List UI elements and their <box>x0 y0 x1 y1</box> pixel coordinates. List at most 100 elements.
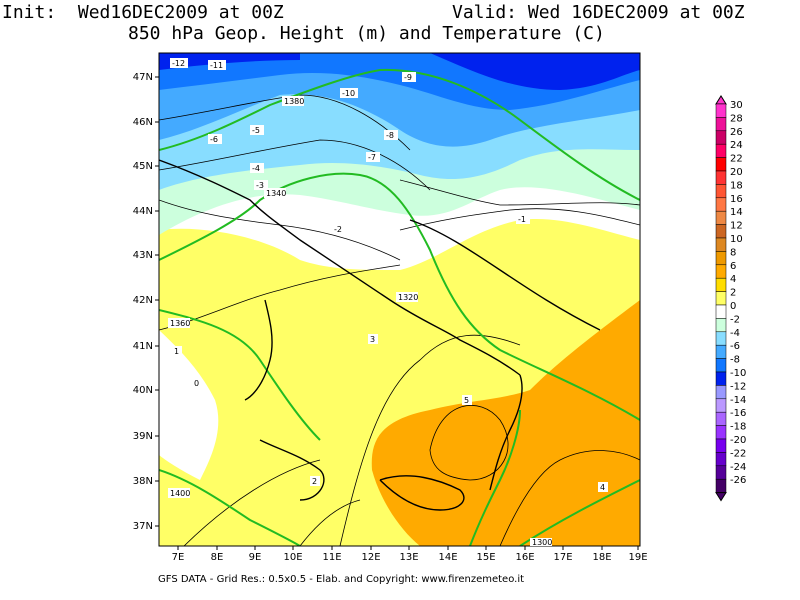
temp-label: -3 <box>254 180 268 190</box>
legend-value-label: 22 <box>730 154 743 165</box>
svg-text:-8: -8 <box>386 131 394 140</box>
coastlines <box>159 159 601 511</box>
temp-label: -2 <box>332 224 342 234</box>
legend-value-label: -20 <box>730 435 746 446</box>
temperature-legend: 302826242220181614121086420-2-4-6-8-10-1… <box>715 95 746 502</box>
legend-swatch <box>715 170 727 185</box>
cold-zone-darkest <box>159 53 640 90</box>
temp-label: -4 <box>250 163 264 173</box>
legend-value-label: 6 <box>730 261 736 272</box>
valid-time-label: Valid: Wed 16DEC2009 at 00Z <box>452 2 745 23</box>
legend-swatch <box>715 277 727 292</box>
legend-value-label: 0 <box>730 301 736 312</box>
lat-label: 45N <box>133 161 153 172</box>
svg-text:1360: 1360 <box>170 319 190 328</box>
svg-text:1320: 1320 <box>398 293 418 302</box>
temp-label: -7 <box>366 152 380 162</box>
lat-ticks <box>155 76 159 527</box>
svg-text:1380: 1380 <box>284 97 304 106</box>
legend-swatch <box>715 237 727 252</box>
lon-label: 12E <box>361 552 380 563</box>
temp-label: 1 <box>172 346 182 356</box>
legend-value-label: -18 <box>730 422 746 433</box>
svg-text:1400: 1400 <box>170 489 190 498</box>
temp-label: -11 <box>208 60 226 70</box>
footer-credits: GFS DATA - Grid Res.: 0.5x0.5 - Elab. an… <box>158 574 525 585</box>
legend-value-label: 20 <box>730 167 743 178</box>
svg-text:5: 5 <box>464 396 469 405</box>
legend-swatch <box>715 478 727 493</box>
legend-swatch <box>715 318 727 333</box>
svg-text:-12: -12 <box>172 59 185 68</box>
temp-label: -9 <box>402 72 416 82</box>
lat-axis: 47N 46N 45N 44N 43N 42N 41N 40N 39N 38N … <box>133 72 153 532</box>
svg-text:2: 2 <box>312 477 317 486</box>
lon-label: 19E <box>628 552 647 563</box>
svg-text:-5: -5 <box>252 126 260 135</box>
legend-value-label: 30 <box>730 100 743 111</box>
lat-label: 37N <box>133 521 153 532</box>
legend-value-label: 18 <box>730 180 743 191</box>
svg-text:1: 1 <box>174 347 179 356</box>
legend-value-label: 24 <box>730 140 743 151</box>
legend-value-label: 16 <box>730 194 743 205</box>
temp-label: 2 <box>310 476 320 486</box>
lon-ticks <box>177 546 639 550</box>
lat-label: 43N <box>133 250 153 261</box>
zero-zone-west <box>159 330 219 480</box>
svg-text:-4: -4 <box>252 164 260 173</box>
lat-label: 40N <box>133 385 153 396</box>
legend-swatch <box>715 452 727 467</box>
temperature-isolines <box>159 94 640 546</box>
lon-label: 13E <box>399 552 418 563</box>
height-label: 1300 <box>530 538 552 547</box>
svg-text:-1: -1 <box>518 215 526 224</box>
legend-swatch <box>715 184 727 199</box>
init-time-label: Init: Wed16DEC2009 at 00Z <box>2 2 284 23</box>
svg-text:-11: -11 <box>210 61 223 70</box>
svg-text:3: 3 <box>370 335 375 344</box>
lat-label: 41N <box>133 341 153 352</box>
lon-label: 9E <box>249 552 262 563</box>
legend-value-label: -24 <box>730 462 746 473</box>
legend-value-label: 10 <box>730 234 743 245</box>
legend-swatch <box>715 130 727 145</box>
legend-swatch <box>715 331 727 346</box>
temp-label: -6 <box>208 134 222 144</box>
lon-label: 14E <box>438 552 457 563</box>
svg-text:0: 0 <box>194 379 199 388</box>
temp-label: -10 <box>340 88 358 98</box>
legend-swatch <box>715 117 727 132</box>
svg-text:-7: -7 <box>368 153 376 162</box>
legend-value-label: -26 <box>730 475 746 486</box>
legend-swatch <box>715 344 727 359</box>
legend-swatch <box>715 304 727 319</box>
temp-label: -8 <box>384 130 398 140</box>
legend-top-arrow <box>715 95 727 105</box>
legend-value-label: -8 <box>730 355 740 366</box>
svg-text:-6: -6 <box>210 135 218 144</box>
legend-swatch <box>715 143 727 158</box>
svg-text:-3: -3 <box>256 181 264 190</box>
temp-label: 3 <box>368 334 378 344</box>
legend-value-label: 12 <box>730 221 743 232</box>
legend-value-label: -14 <box>730 395 746 406</box>
warm-zone-4C <box>371 300 640 546</box>
chart-subtitle: 850 hPa Geop. Height (m) and Temperature… <box>128 23 605 44</box>
legend-swatch <box>715 264 727 279</box>
temp-label: -5 <box>250 125 264 135</box>
lon-label: 7E <box>172 552 185 563</box>
legend-swatch <box>715 157 727 172</box>
legend-swatch <box>715 251 727 266</box>
svg-text:4: 4 <box>600 483 605 492</box>
lon-label: 17E <box>553 552 572 563</box>
lon-label: 8E <box>211 552 224 563</box>
lon-label: 10E <box>283 552 302 563</box>
geopotential-isolines <box>159 68 640 546</box>
legend-value-label: -6 <box>730 341 740 352</box>
temp-label: 5 <box>462 395 472 405</box>
legend-value-label: -22 <box>730 448 746 459</box>
legend-swatch <box>715 291 727 306</box>
height-label: 1320 <box>396 292 418 302</box>
lon-label: 16E <box>515 552 534 563</box>
